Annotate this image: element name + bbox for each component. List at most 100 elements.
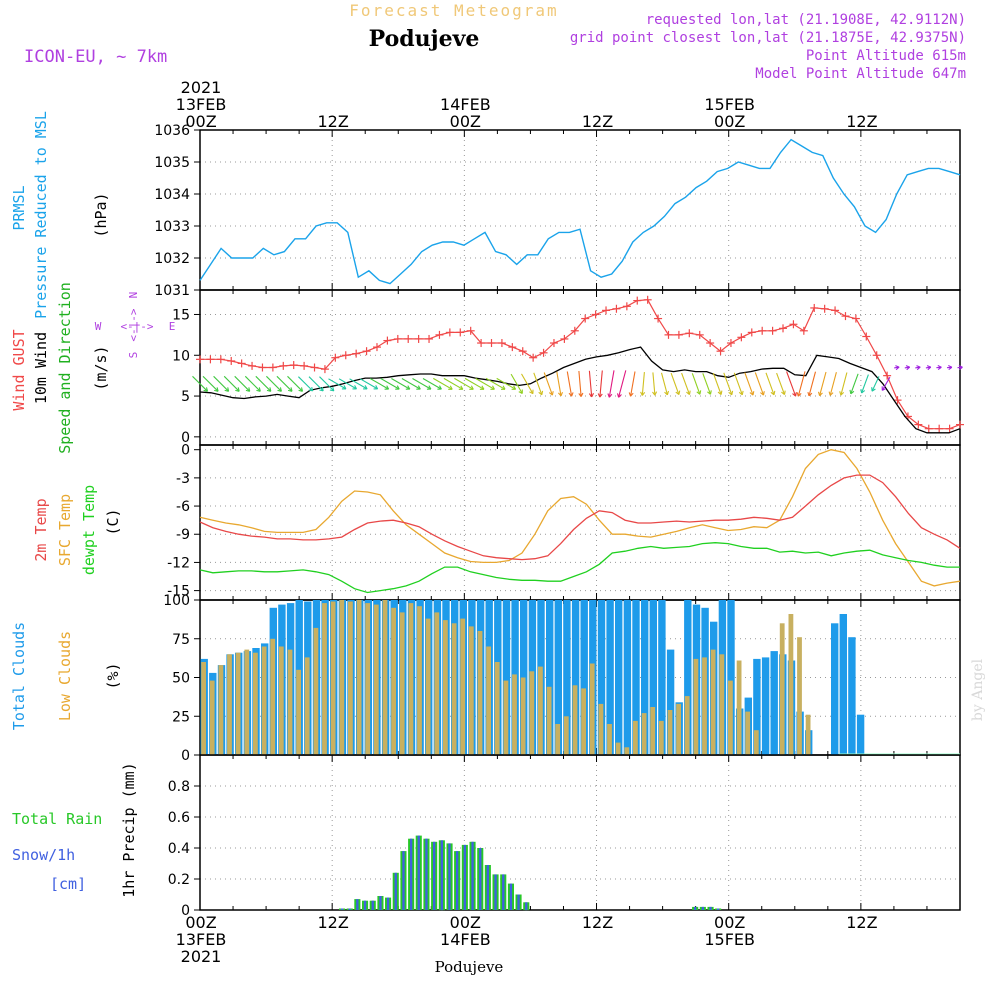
- arrow-head: [770, 391, 775, 396]
- arrow-head: [781, 391, 785, 396]
- temp-label-sfc: SFC Temp: [56, 494, 74, 566]
- arrow-head: [308, 389, 313, 392]
- wind-direction-arrow: [401, 378, 421, 390]
- arrow-head: [298, 389, 303, 392]
- arrow-head: [578, 393, 582, 397]
- arrow-head: [224, 389, 229, 392]
- total-cloud-bar: [615, 600, 623, 755]
- arrow-head: [608, 393, 613, 398]
- arrow-head: [235, 389, 240, 392]
- snow-bar: [348, 908, 351, 910]
- arrow-shaft: [797, 371, 806, 397]
- arrow-head: [773, 390, 776, 395]
- arrow-head: [568, 392, 573, 397]
- wind-direction-arrow: [422, 378, 442, 390]
- bottom-time-label: 14FEB: [440, 930, 491, 949]
- wind-direction-arrow: [881, 376, 891, 391]
- wind-direction-arrow: [533, 372, 544, 396]
- arrow-shaft: [533, 372, 543, 395]
- wind-direction-arrow: [660, 372, 670, 396]
- wind-direction-arrow: [744, 372, 755, 396]
- panel-frame: [199, 754, 961, 911]
- arrow-head: [686, 391, 690, 396]
- arrow-shaft: [255, 375, 272, 392]
- arrow-head: [641, 391, 646, 396]
- requested-coords: requested lon,lat (21.1908E, 42.9112N): [646, 12, 966, 28]
- low-cloud-bar: [253, 652, 258, 755]
- arrow-head: [871, 388, 876, 392]
- arrow-head: [470, 385, 474, 390]
- wind-direction-arrow: [849, 373, 859, 395]
- arrow-head: [580, 392, 584, 397]
- pressure-label-line2: Pressure Reduced to MSL: [32, 111, 50, 319]
- wind-direction-arrow: [255, 375, 272, 392]
- wind-direction-arrow: [276, 375, 293, 392]
- low-cloud-bar: [330, 601, 336, 755]
- low-cloud-bar: [805, 714, 811, 755]
- wind-direction-arrow: [443, 377, 464, 390]
- footer-location: Podujeve: [435, 958, 504, 976]
- low-cloud-bar: [529, 671, 535, 755]
- wind-unit: (m/s): [92, 345, 110, 390]
- arrow-head: [599, 393, 603, 398]
- arrow-shaft: [840, 372, 848, 396]
- arrow-head: [449, 385, 453, 390]
- arrow-shaft: [776, 372, 786, 395]
- low-cloud-bar: [753, 730, 759, 755]
- wind-direction-arrow: [691, 373, 702, 395]
- precipitation-panel: 0 0.2 0.4 0.6 0.8: [168, 754, 961, 919]
- y-tick-label: -15: [167, 584, 190, 600]
- compass-n: N: [127, 292, 140, 299]
- low-cloud-bar: [710, 649, 716, 755]
- low-cloud-bar: [270, 638, 276, 756]
- total-cloud-bar: [597, 600, 606, 755]
- y-tick-label: 0: [181, 748, 190, 764]
- low-cloud-bar: [598, 703, 604, 755]
- arrow-shaft: [712, 372, 722, 395]
- arrow-head: [396, 385, 400, 390]
- low-cloud-bar: [719, 654, 725, 756]
- snow-bar: [463, 844, 466, 910]
- arrow-head: [895, 365, 900, 368]
- snow-bar: [486, 865, 489, 910]
- wind-direction-arrow: [464, 377, 485, 390]
- low-cloud-bar: [563, 716, 569, 756]
- grid-point-coords: grid point closest lon,lat (21.1875E, 42…: [570, 30, 966, 46]
- y-tick-label: 0.4: [168, 841, 190, 857]
- wind-direction-arrow: [287, 375, 304, 392]
- arrow-head: [752, 391, 755, 396]
- low-cloud-bar: [227, 654, 232, 756]
- arrow-head: [840, 392, 845, 396]
- bottom-time-label: 00Z: [714, 913, 745, 932]
- arrow-shaft: [349, 378, 368, 390]
- arrow-head: [688, 390, 691, 395]
- arrow-head: [926, 365, 932, 368]
- arrow-head: [666, 390, 670, 396]
- arrow-head: [628, 392, 632, 397]
- precip-legend-rain: Total Rain: [12, 810, 102, 828]
- arrow-shaft: [786, 371, 797, 397]
- low-cloud-bar: [365, 603, 371, 755]
- y-tick-label: 1031: [154, 283, 190, 299]
- wind-direction-arrow: [723, 372, 734, 396]
- wind-direction-arrow: [412, 378, 432, 390]
- temp-label-2m: 2m Temp: [32, 498, 50, 561]
- wind-direction-arrow: [894, 365, 900, 371]
- watermark: by Angel: [970, 658, 986, 721]
- arrow-head: [354, 385, 357, 390]
- arrow-head: [321, 386, 324, 392]
- arrow-head: [796, 392, 799, 397]
- wind-direction-arrow: [828, 372, 837, 396]
- wind-direction-arrow: [925, 365, 932, 371]
- arrow-shaft: [641, 372, 645, 396]
- snow-bar: [402, 851, 405, 910]
- wind-direction-arrow: [234, 375, 251, 392]
- low-cloud-bar: [702, 657, 707, 755]
- low-cloud-bar: [451, 623, 457, 756]
- top-time-label: 12Z: [846, 112, 877, 131]
- temp-2m-line: [199, 474, 961, 561]
- panel-frame: [199, 444, 961, 601]
- pressure-unit: (hPa): [92, 192, 110, 237]
- low-cloud-bar: [633, 720, 638, 755]
- top-time-label: 00Z: [714, 112, 745, 131]
